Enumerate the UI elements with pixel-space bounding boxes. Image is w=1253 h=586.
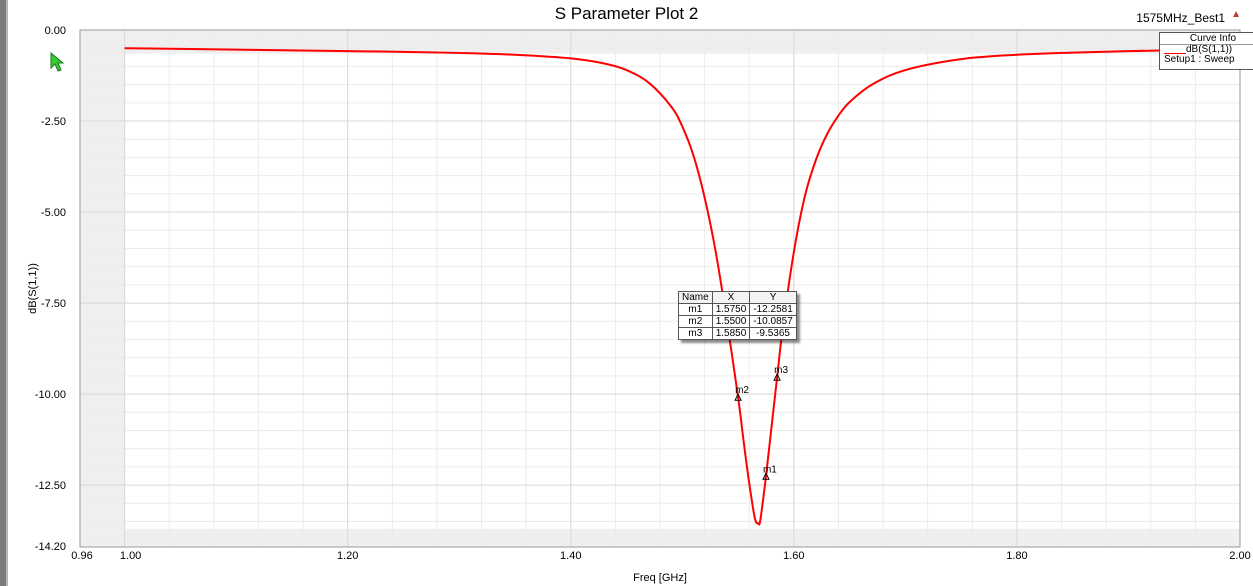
x-axis-title: Freq [GHz] <box>633 572 687 584</box>
window-left-border <box>0 0 8 586</box>
marker-y-cell: -9.5365 <box>749 327 797 340</box>
design-name: 1575MHz_Best1 <box>1136 11 1225 25</box>
marker-label: m2 <box>735 385 749 396</box>
marker-triangle <box>734 393 742 401</box>
marker-table-row: m3 1.5850 -9.5365 <box>678 327 797 340</box>
y-tick-label: -7.50 <box>41 298 66 310</box>
marker-table[interactable]: Name X Y m1 1.5750 -12.2581 m2 1.5500 -1… <box>678 291 797 340</box>
marker-y-cell: -12.2581 <box>749 303 797 316</box>
curves <box>124 47 1241 526</box>
x-tick-label: 1.60 <box>783 550 804 562</box>
x-tick-label: 1.00 <box>120 550 141 562</box>
marker-label: m1 <box>763 464 777 475</box>
marker-table-header-name: Name <box>678 291 713 304</box>
y-tick-label: 0.00 <box>45 25 66 37</box>
marker-name-cell: m1 <box>678 303 713 316</box>
marker-name-cell: m3 <box>678 327 713 340</box>
marker-triangle <box>762 472 770 480</box>
marker-label: m3 <box>774 365 788 376</box>
y-tick-label: -12.50 <box>35 480 66 492</box>
legend-entry: dB(S(1,1)) <box>1186 44 1233 55</box>
marker-table-header-x: X <box>711 291 751 304</box>
marker-x-cell: 1.5850 <box>711 327 751 340</box>
plot-border <box>79 29 1241 548</box>
marker-table-row: m2 1.5500 -10.0857 <box>678 315 797 328</box>
x-tick-label: 1.20 <box>337 550 358 562</box>
marker-triangle <box>773 373 781 381</box>
mouse-cursor-icon <box>50 52 65 72</box>
x-axis-ticks: 0.96 1.00 1.20 1.40 1.60 1.80 2.00 <box>71 550 1250 562</box>
y-tick-label: -2.50 <box>41 116 66 128</box>
marker-x-cell: 1.5500 <box>711 315 751 328</box>
y-axis-title: dB(S(1,1)) <box>27 263 39 314</box>
legend-title: Curve Info <box>1160 33 1253 45</box>
plot-title: S Parameter Plot 2 <box>554 4 699 23</box>
y-tick-label: -14.20 <box>35 541 66 553</box>
marker-table-header-y: Y <box>749 291 797 304</box>
y-tick-label: -5.00 <box>41 207 66 219</box>
x-tick-label: 1.80 <box>1006 550 1027 562</box>
legend-setup-label: Setup1 : Sweep <box>1164 54 1235 65</box>
x-tick-label: 2.00 <box>1229 550 1250 562</box>
collapse-triangle-icon[interactable]: ▲ <box>1231 9 1241 20</box>
y-axis-ticks: 0.00 -2.50 -5.00 -7.50 -10.00 -12.50 -14.20 <box>35 25 66 553</box>
marker-y-cell: -10.0857 <box>749 315 797 328</box>
marker-table-header-row: Name X Y <box>678 291 797 304</box>
markers: m1 m2 m3 <box>734 365 788 480</box>
marker-x-cell: 1.5750 <box>711 303 751 316</box>
marker-table-row: m1 1.5750 -12.2581 <box>678 303 797 316</box>
x-tick-label: 1.40 <box>560 550 581 562</box>
curve-info-legend[interactable]: Curve Info dB(S(1,1)) Setup1 : Sweep <box>1159 32 1253 70</box>
x-tick-label: 0.96 <box>71 550 92 562</box>
legend-line-swatch <box>1164 53 1186 54</box>
series-line-dbs11 <box>124 47 1241 526</box>
marker-name-cell: m2 <box>678 315 713 328</box>
window-left-border-highlight <box>6 0 8 586</box>
y-tick-label: -10.00 <box>35 389 66 401</box>
